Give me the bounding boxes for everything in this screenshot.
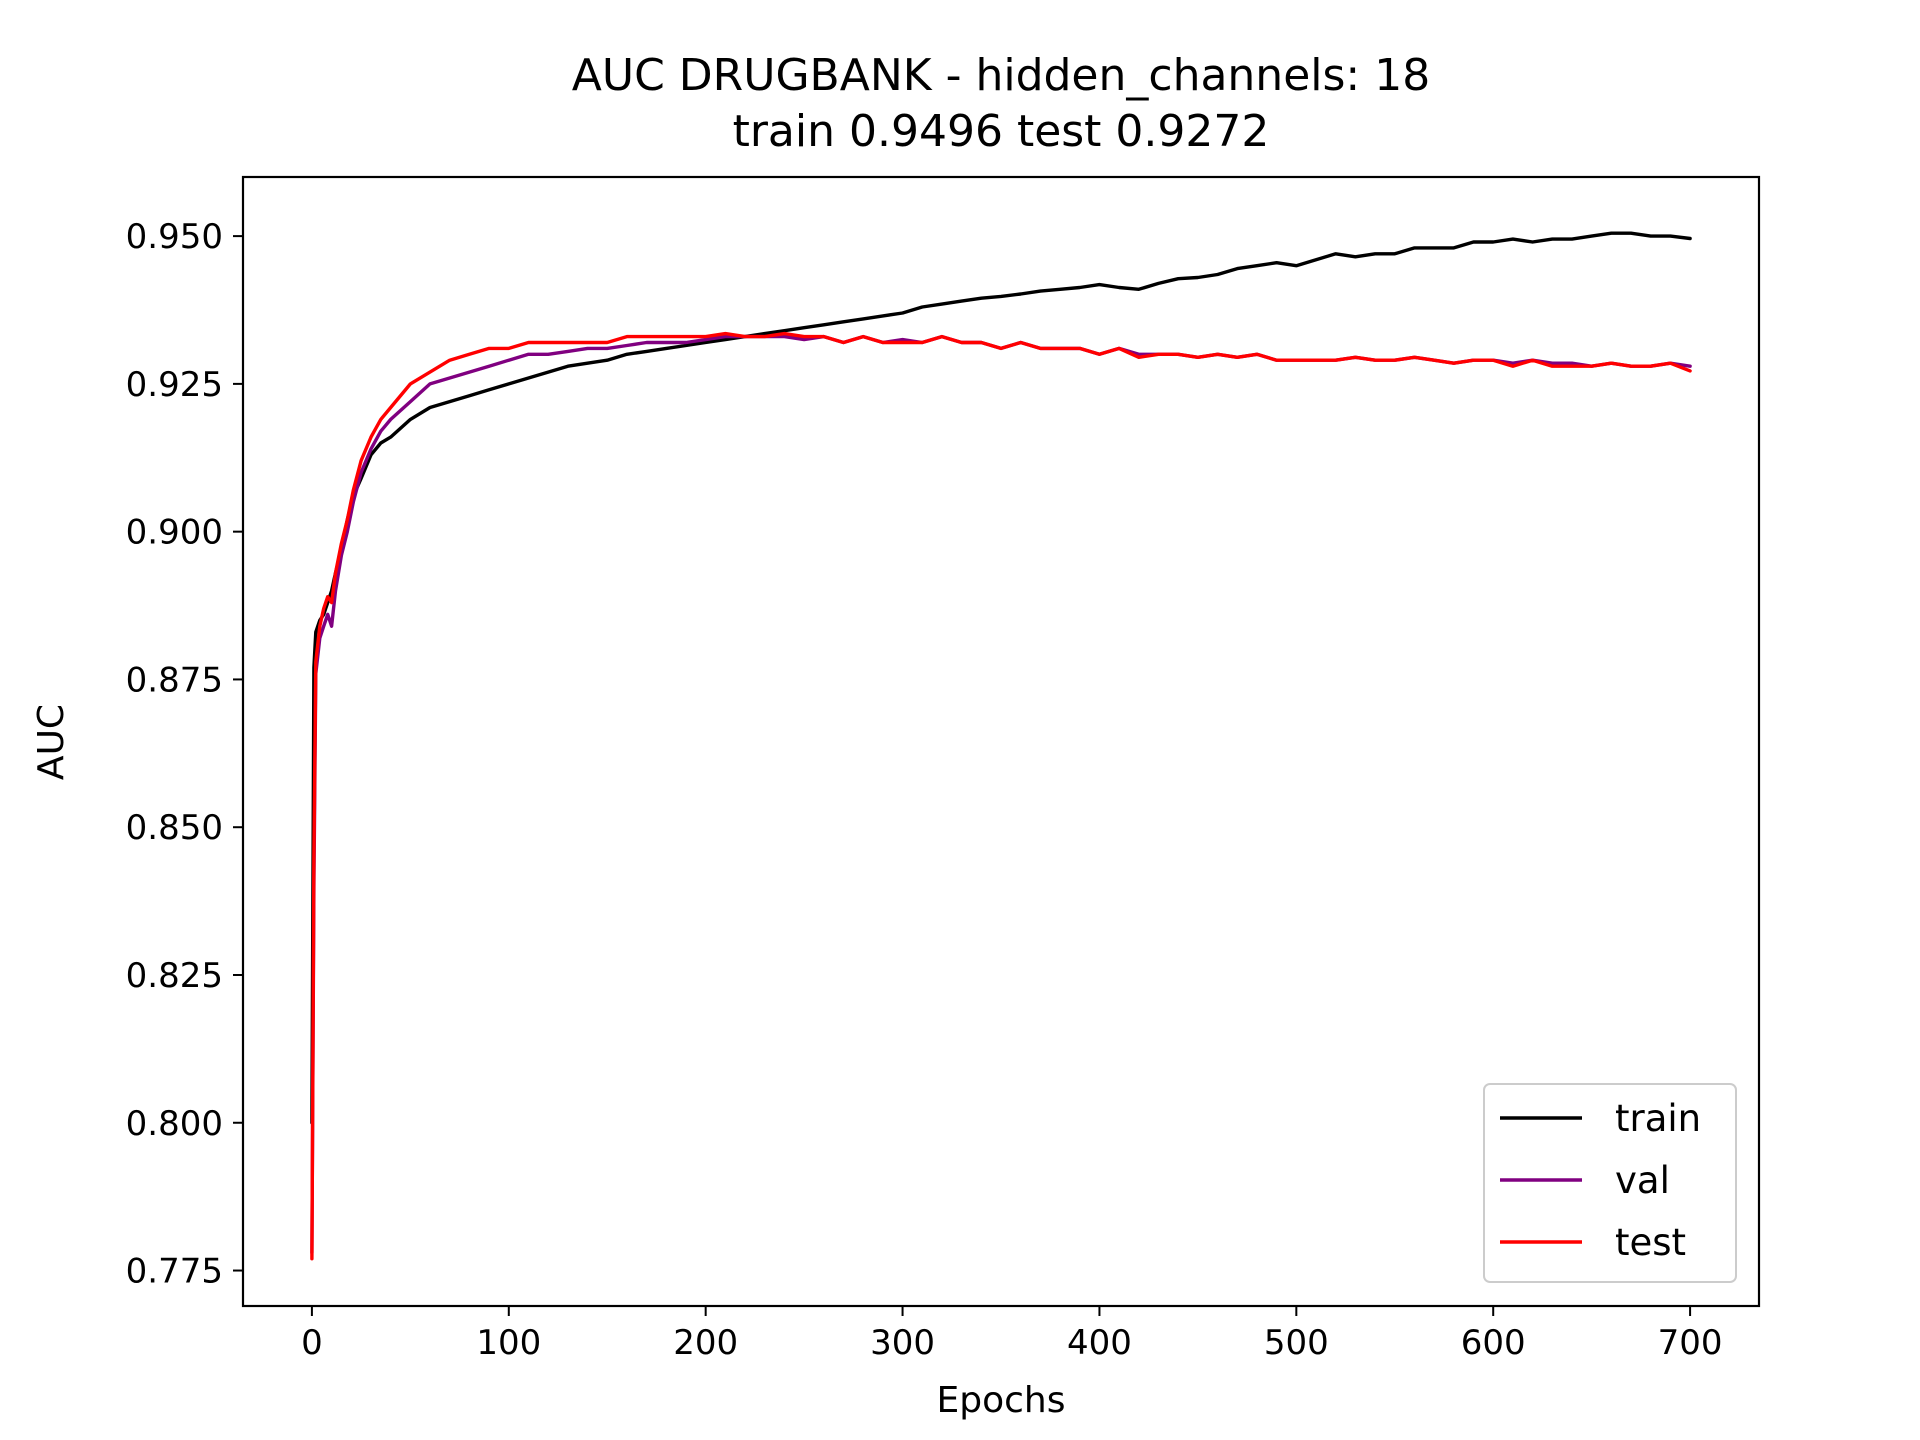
y-tick-label: 0.900 xyxy=(126,513,223,553)
x-axis-ticks: 0 100 200 300 400 500 600 700 xyxy=(301,1306,1723,1363)
y-tick-label: 0.950 xyxy=(126,217,223,257)
x-tick-label: 700 xyxy=(1658,1323,1723,1363)
chart-title: AUC DRUGBANK - hidden_channels: 18 xyxy=(572,50,1430,101)
y-tick-label: 0.800 xyxy=(126,1104,223,1144)
y-axis-ticks: 0.775 0.800 0.825 0.850 0.875 0.900 0.925 0.950 xyxy=(126,217,243,1292)
x-tick-label: 600 xyxy=(1461,1323,1526,1363)
series-layer xyxy=(310,231,1692,1261)
y-tick-label: 0.875 xyxy=(126,660,223,700)
y-tick-label: 0.825 xyxy=(126,956,223,996)
series-line-train xyxy=(310,231,1692,1125)
legend-label-train: train xyxy=(1615,1097,1701,1140)
y-tick-label: 0.850 xyxy=(126,808,223,848)
y-tick-label: 0.925 xyxy=(126,365,223,405)
x-tick-label: 300 xyxy=(870,1323,935,1363)
x-axis-label: Epochs xyxy=(937,1380,1066,1421)
series-line-test xyxy=(310,331,1692,1261)
legend-label-val: val xyxy=(1615,1159,1670,1202)
x-tick-label: 200 xyxy=(673,1323,738,1363)
y-axis-label: AUC xyxy=(31,704,72,780)
y-tick-label: 0.775 xyxy=(126,1252,223,1292)
x-tick-label: 400 xyxy=(1067,1323,1132,1363)
legend-box xyxy=(1483,1083,1737,1283)
plot-frame xyxy=(241,175,1761,1308)
chart-subtitle: train 0.9496 test 0.9272 xyxy=(733,106,1270,157)
x-tick-label: 0 xyxy=(301,1323,323,1363)
legend: train val test xyxy=(1483,1083,1737,1283)
x-tick-label: 500 xyxy=(1264,1323,1329,1363)
legend-label-test: test xyxy=(1615,1221,1686,1264)
x-tick-label: 100 xyxy=(476,1323,541,1363)
